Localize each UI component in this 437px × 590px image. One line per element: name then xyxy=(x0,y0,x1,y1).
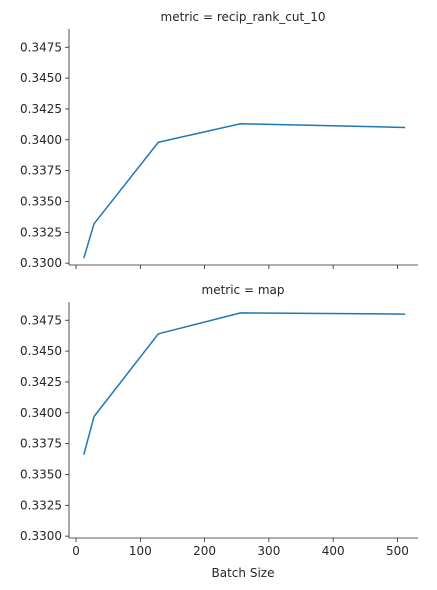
x-tick-label: 300 xyxy=(257,544,280,558)
series-line xyxy=(83,123,406,259)
panel-title: metric = map xyxy=(202,283,285,297)
y-tick-label: 0.3400 xyxy=(20,133,62,147)
panel-map: metric = map 0.3300 0.3325 0.3350 0.3375 0.3… xyxy=(20,283,418,558)
y-tick-label: 0.3425 xyxy=(20,375,62,389)
y-tick-label: 0.3450 xyxy=(20,344,62,358)
x-tick-label: 500 xyxy=(386,544,409,558)
y-tick-label: 0.3375 xyxy=(20,164,62,178)
panel-recip-rank: metric = recip_rank_cut_10 0.3300 0.3325 0… xyxy=(20,10,418,270)
x-tick-label: 400 xyxy=(322,544,345,558)
y-tick-label: 0.3400 xyxy=(20,406,62,420)
panel-title: metric = recip_rank_cut_10 xyxy=(161,10,326,24)
y-tick-label: 0.3325 xyxy=(20,498,62,512)
y-tick-label: 0.3425 xyxy=(20,102,62,116)
y-tick-label: 0.3450 xyxy=(20,71,62,85)
y-tick-label: 0.3300 xyxy=(20,256,62,270)
series-line xyxy=(83,312,406,455)
y-tick-label: 0.3300 xyxy=(20,529,62,543)
x-tick-label: 100 xyxy=(129,544,152,558)
y-tick-label: 0.3325 xyxy=(20,225,62,239)
y-tick-label: 0.3475 xyxy=(20,40,62,54)
y-tick-label: 0.3475 xyxy=(20,313,62,327)
y-tick-label: 0.3350 xyxy=(20,467,62,481)
y-tick-label: 0.3375 xyxy=(20,437,62,451)
y-tick-label: 0.3350 xyxy=(20,194,62,208)
x-tick-label: 200 xyxy=(193,544,216,558)
x-tick-label: 0 xyxy=(72,544,80,558)
x-axis-label: Batch Size xyxy=(212,566,275,580)
